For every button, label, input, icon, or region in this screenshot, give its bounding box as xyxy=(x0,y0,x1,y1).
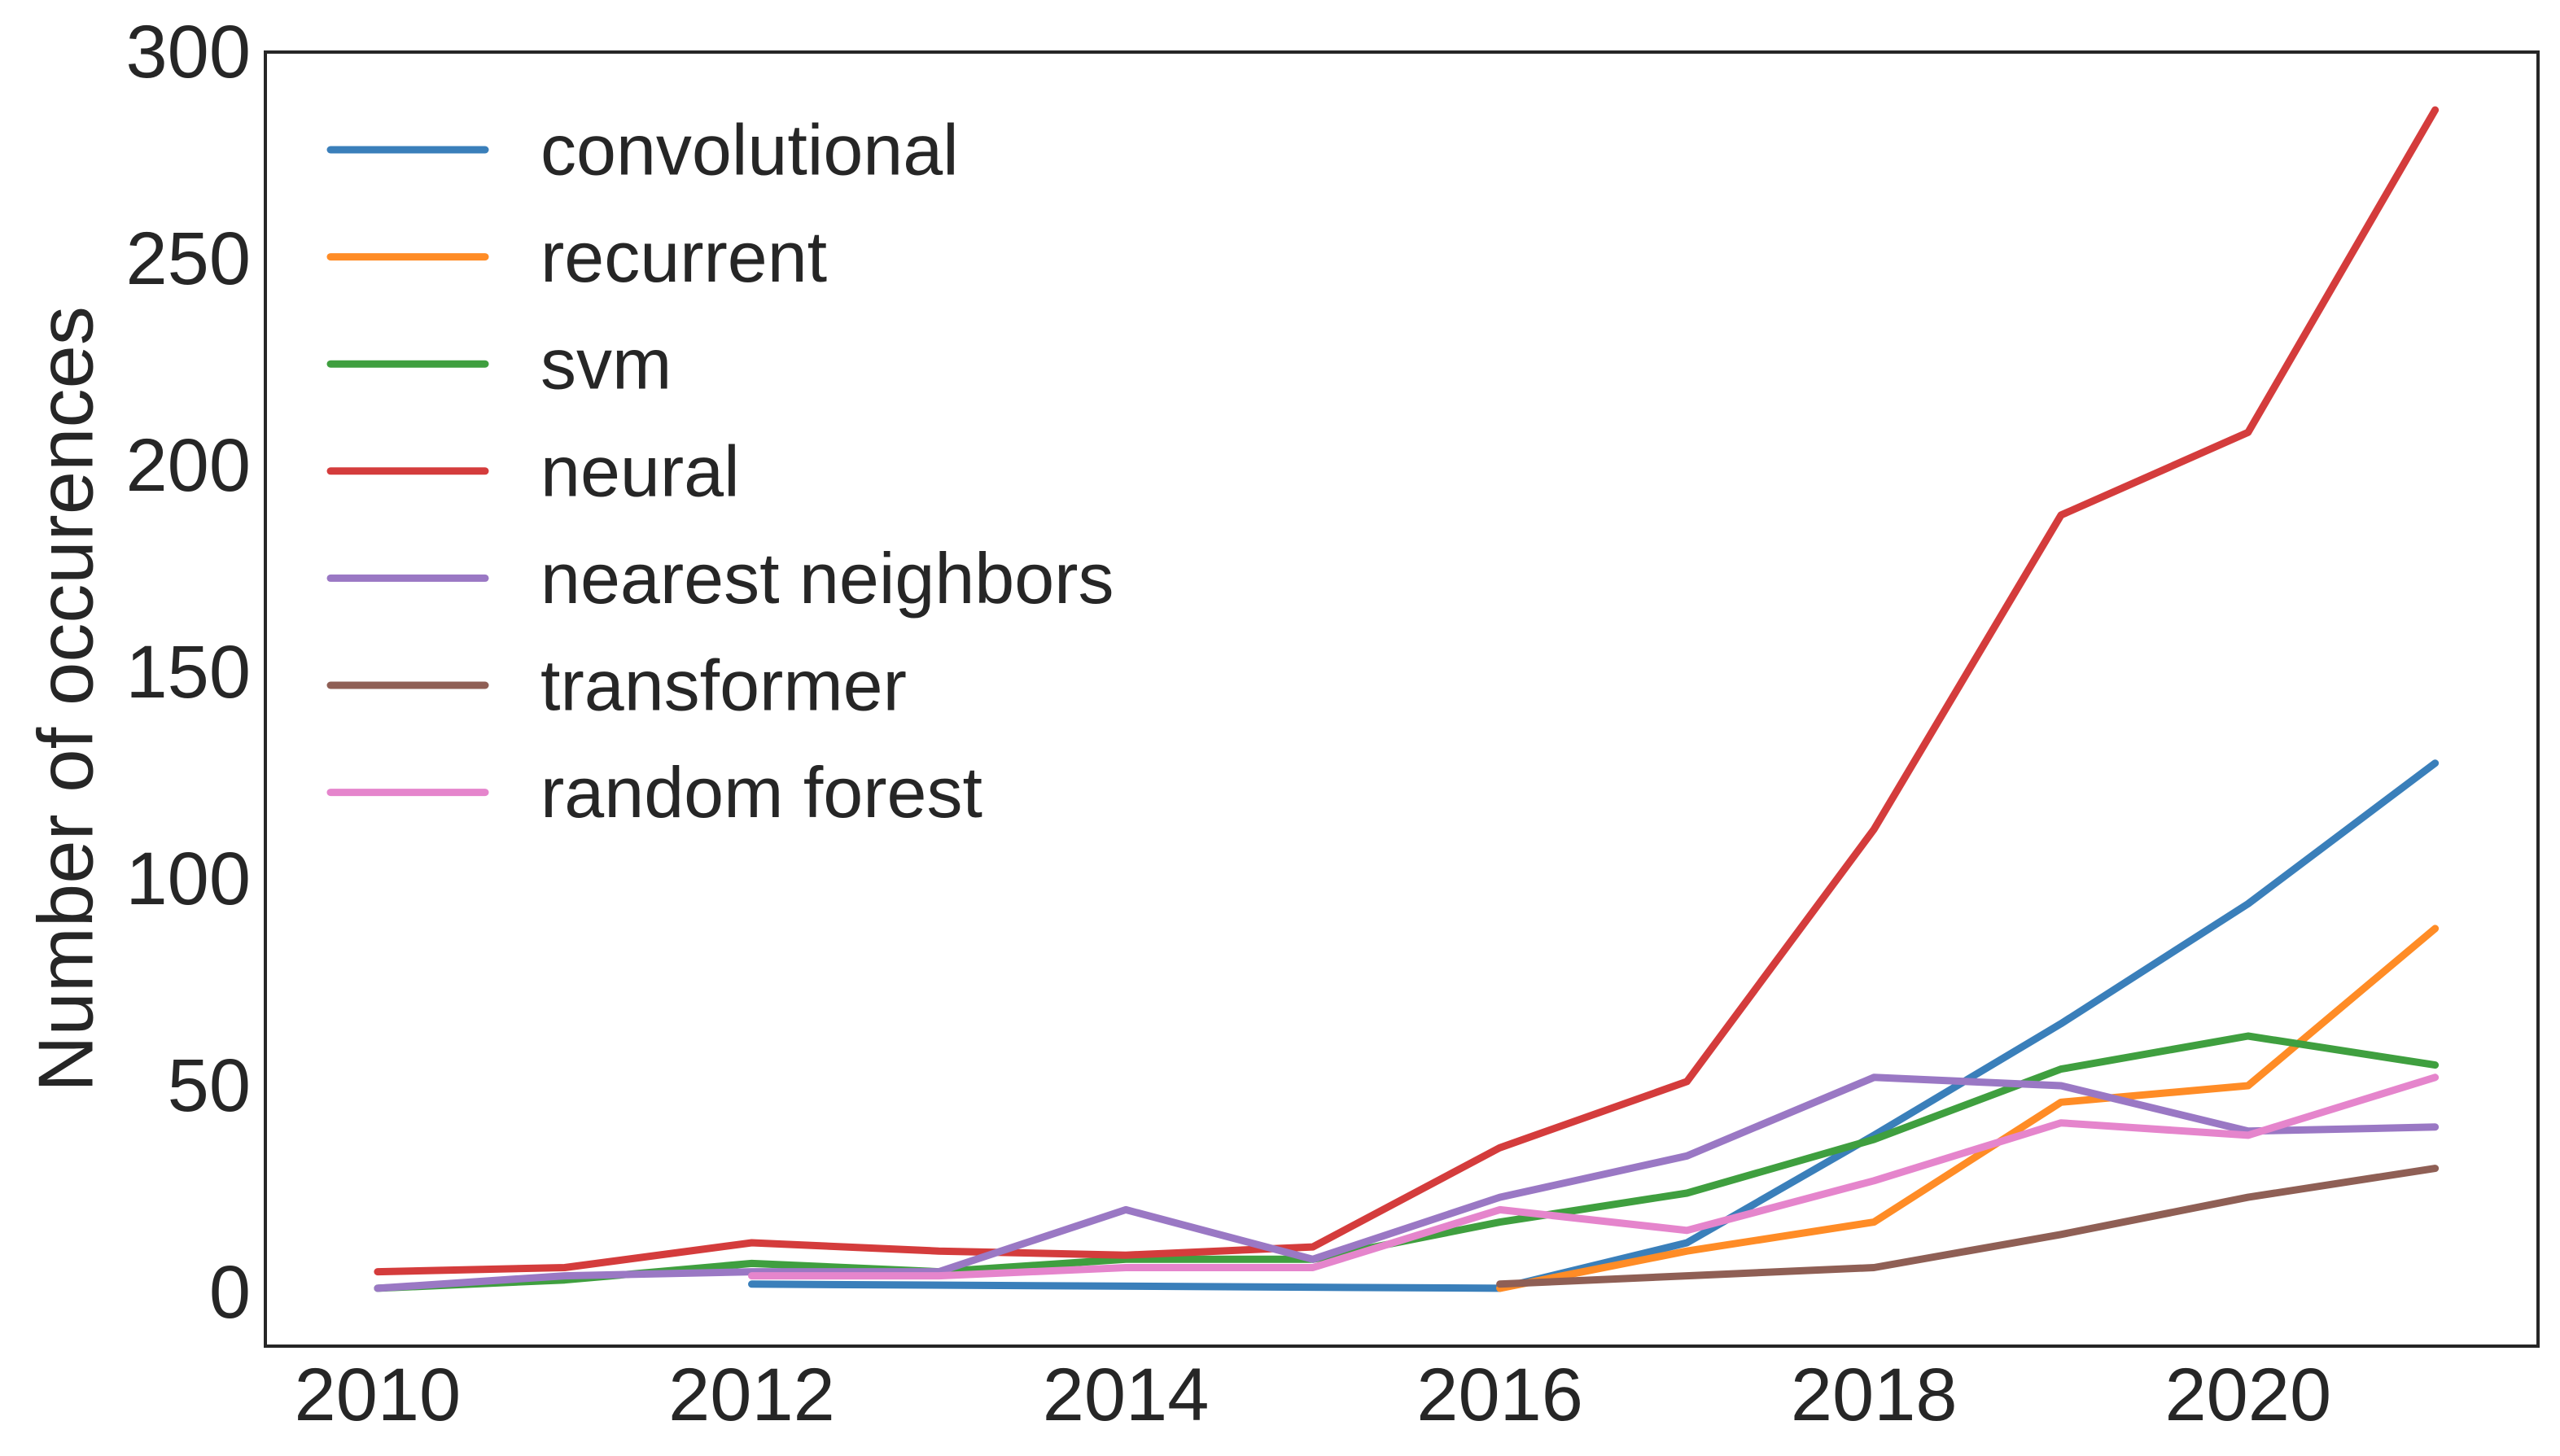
x-tick-label: 2018 xyxy=(1791,1353,1958,1436)
tick-layer: 2010 2012 2014 2016 2018 2020 0 50 100 150 200 250 3… xyxy=(126,11,2332,1436)
y-tick-label: 100 xyxy=(126,837,252,920)
y-axis-title: Number of occurences xyxy=(22,306,109,1092)
plot-frame xyxy=(264,50,2540,1348)
series-line-transformer xyxy=(1496,1165,2440,1288)
legend-label: neural xyxy=(540,431,740,511)
series-line-neural xyxy=(374,106,2440,1276)
x-tick-label: 2014 xyxy=(1043,1353,1210,1436)
legend: convolutional recurrent svm neural nearest n… xyxy=(326,110,1114,833)
legend-label: nearest neighbors xyxy=(540,538,1114,619)
legend-label: svm xyxy=(540,324,672,404)
x-tick-label: 2012 xyxy=(668,1353,835,1436)
series-line-recurrent xyxy=(1496,925,2440,1292)
series-line-random-forest xyxy=(748,1073,2440,1280)
y-tick-label: 250 xyxy=(126,217,252,300)
x-tick-label: 2016 xyxy=(1416,1353,1583,1436)
series-layer xyxy=(374,106,2440,1292)
x-tick-label: 2020 xyxy=(2164,1353,2331,1436)
legend-label: convolutional xyxy=(540,110,959,190)
legend-label: transformer xyxy=(540,645,907,726)
y-tick-label: 200 xyxy=(126,424,252,507)
y-tick-label: 0 xyxy=(209,1251,251,1334)
y-tick-label: 300 xyxy=(126,11,252,94)
y-tick-label: 50 xyxy=(168,1044,251,1127)
legend-label: recurrent xyxy=(540,216,827,297)
x-tick-label: 2010 xyxy=(295,1353,462,1436)
legend-label: random forest xyxy=(540,752,982,833)
y-tick-label: 150 xyxy=(126,631,252,714)
series-line-nearest-neighbors xyxy=(374,1073,2440,1292)
